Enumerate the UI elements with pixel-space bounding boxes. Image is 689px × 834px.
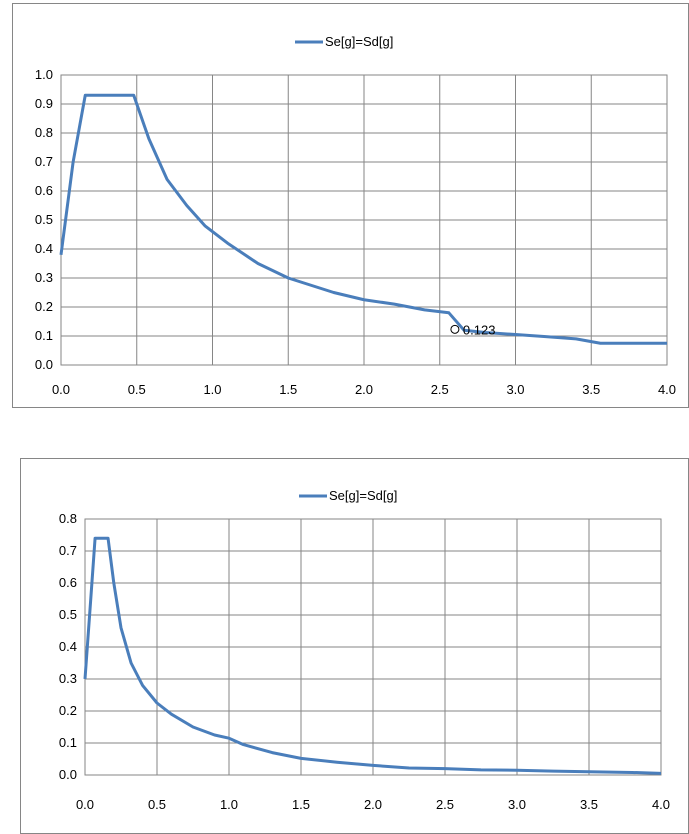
- y-tick-label: 0.8: [35, 125, 53, 140]
- x-tick-label: 1.5: [279, 382, 297, 397]
- grid: [60, 74, 668, 366]
- x-tick-label: 1.0: [220, 797, 238, 812]
- series-line: [83, 536, 662, 775]
- y-tick-label: 0.7: [35, 154, 53, 169]
- x-tick-label: 3.5: [580, 797, 598, 812]
- annotation-label: 0.123: [463, 322, 496, 337]
- y-tick-label: 0.5: [59, 607, 77, 622]
- spectrum-chart-2: 0.0 0.5 1.0 1.5 2.0 2.5 3.0 3.5 4.0 0.0 0.1 0.2 0.3 0…: [20, 458, 689, 834]
- y-tick-label: 0.2: [59, 703, 77, 718]
- x-tick-label: 0.5: [128, 382, 146, 397]
- y-tick-label: 0.6: [35, 183, 53, 198]
- y-tick-label: 0.6: [59, 575, 77, 590]
- grid: [84, 518, 662, 776]
- y-tick-label: 0.0: [35, 357, 53, 372]
- x-tick-label: 2.0: [355, 382, 373, 397]
- x-tick-label: 2.5: [436, 797, 454, 812]
- x-tick-label: 0.5: [148, 797, 166, 812]
- x-tick-label: 4.0: [652, 797, 670, 812]
- annotation-marker: [450, 324, 460, 334]
- x-tick-label: 2.0: [364, 797, 382, 812]
- x-tick-label: 1.0: [203, 382, 221, 397]
- y-tick-label: 0.3: [35, 270, 53, 285]
- y-tick-label: 0.8: [59, 511, 77, 526]
- y-tick-label: 0.3: [59, 671, 77, 686]
- spectrum-chart-1: 0.0 0.5 1.0 1.5 2.0 2.5 3.0 3.5 4.0 0.0 0.1 0.2 0.3 0…: [12, 3, 689, 408]
- x-tick-label: 0.0: [52, 382, 70, 397]
- x-tick-label: 3.0: [508, 797, 526, 812]
- legend: Se[g]=Sd[g]: [295, 34, 393, 49]
- y-tick-label: 0.4: [35, 241, 53, 256]
- y-tick-label: 0.1: [59, 735, 77, 750]
- y-tick-label: 0.5: [35, 212, 53, 227]
- legend: Se[g]=Sd[g]: [299, 488, 397, 503]
- y-tick-label: 0.0: [59, 767, 77, 782]
- legend-label: Se[g]=Sd[g]: [325, 34, 393, 49]
- y-tick-label: 0.1: [35, 328, 53, 343]
- x-tick-label: 3.5: [582, 382, 600, 397]
- y-tick-label: 0.7: [59, 543, 77, 558]
- y-tick-label: 0.4: [59, 639, 77, 654]
- y-tick-label: 0.2: [35, 299, 53, 314]
- legend-label: Se[g]=Sd[g]: [329, 488, 397, 503]
- chart-1-svg: 0.0 0.5 1.0 1.5 2.0 2.5 3.0 3.5 4.0 0.0 0.1 0.2 0.3 0…: [35, 34, 676, 397]
- x-tick-label: 1.5: [292, 797, 310, 812]
- chart-2-svg: 0.0 0.5 1.0 1.5 2.0 2.5 3.0 3.5 4.0 0.0 0.1 0.2 0.3 0…: [59, 488, 670, 812]
- x-tick-label: 3.0: [506, 382, 524, 397]
- y-tick-label: 0.9: [35, 96, 53, 111]
- x-tick-label: 4.0: [658, 382, 676, 397]
- x-tick-label: 0.0: [76, 797, 94, 812]
- y-tick-label: 1.0: [35, 67, 53, 82]
- x-tick-label: 2.5: [431, 382, 449, 397]
- series-line: [59, 93, 667, 345]
